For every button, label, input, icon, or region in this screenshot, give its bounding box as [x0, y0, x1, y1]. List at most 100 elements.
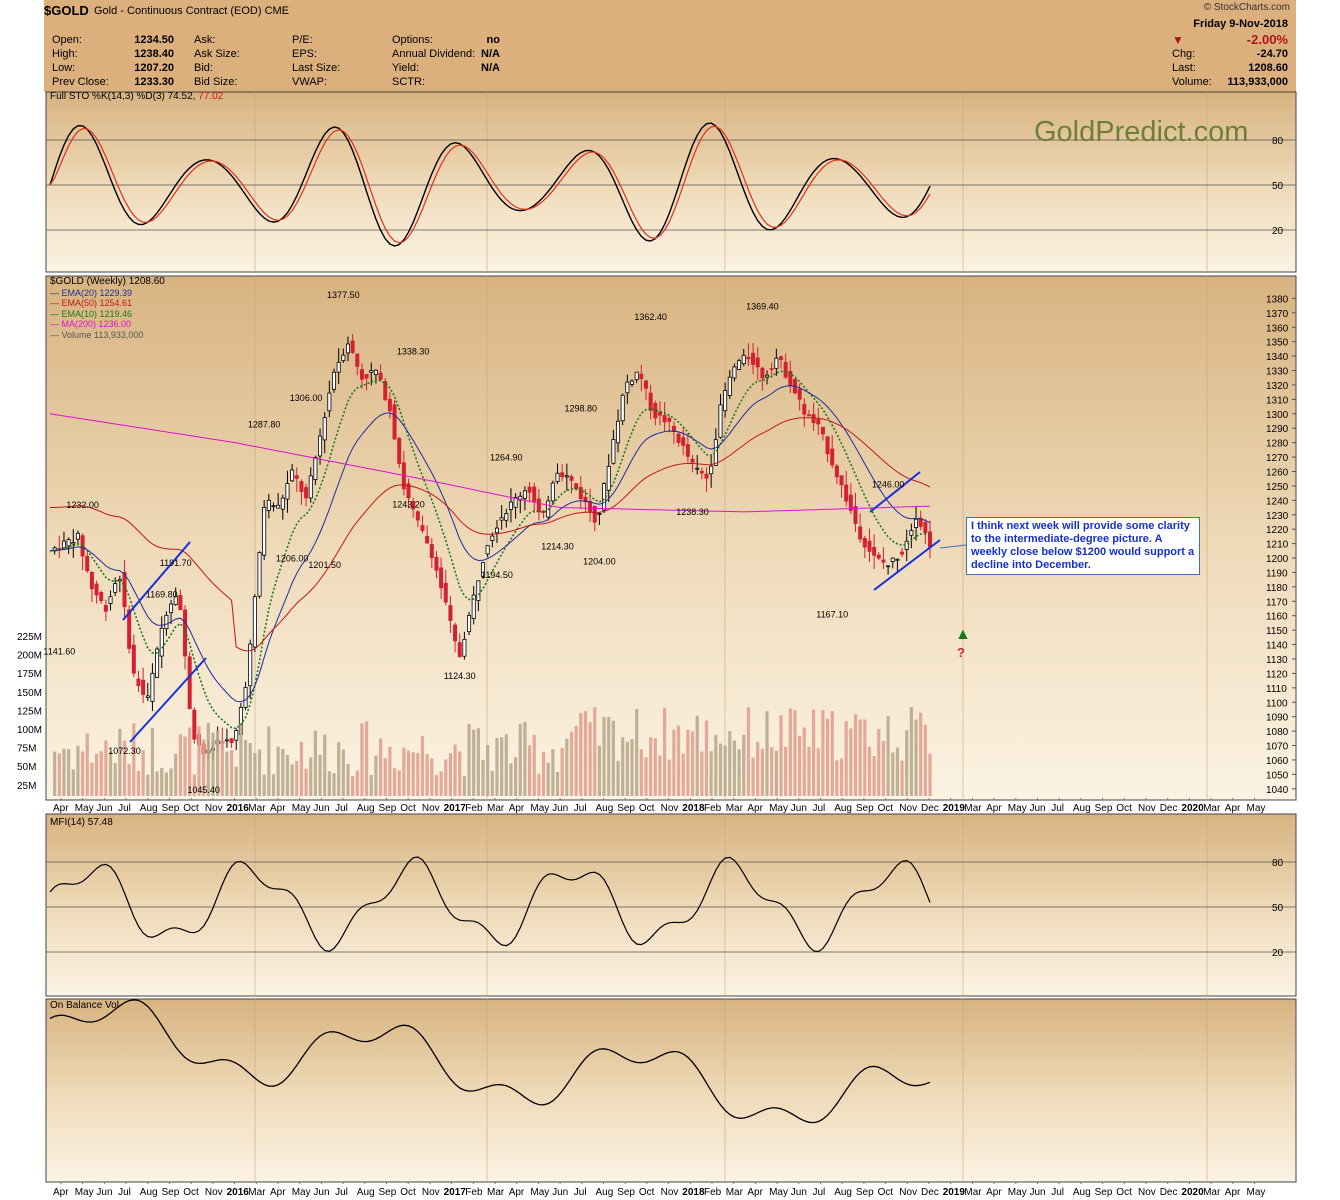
x-tick-label: Nov [205, 1187, 223, 1198]
peak-label: 1167.10 [816, 609, 848, 619]
trend-line [869, 471, 921, 513]
candle-body [765, 374, 770, 378]
volume-bar [602, 717, 606, 796]
x-tick-label: Oct [400, 803, 416, 814]
x-tick-label: Apr [1225, 1187, 1241, 1198]
peak-label: 1238.30 [676, 507, 709, 517]
volume-bar [700, 751, 704, 796]
volume-bar [541, 751, 546, 796]
price-tick-label: 1180 [1266, 583, 1288, 594]
price-tick-label: 1300 [1266, 410, 1289, 421]
volume-bar [132, 723, 136, 796]
value-yield: N/A [481, 62, 500, 74]
x-tick-label: Aug [357, 803, 375, 814]
volume-bar [155, 771, 159, 796]
candle-body [308, 475, 313, 499]
x-tick-label: Nov [899, 1187, 917, 1198]
volume-bar [886, 716, 890, 796]
candle-body [490, 535, 495, 541]
volume-bar [895, 747, 900, 796]
volume-bar [672, 729, 676, 796]
candle-body [848, 494, 853, 511]
candle-body [345, 343, 350, 354]
volume-bar [532, 734, 536, 796]
volume-bar [839, 758, 844, 796]
annotation-callout: I think next week will provide some clar… [966, 517, 1200, 575]
volume-bar [639, 749, 643, 796]
volume-bar [360, 723, 364, 796]
candle-body [834, 465, 839, 478]
x-tick-label: Mar [248, 1187, 266, 1198]
volume-bar [458, 751, 462, 796]
candle-body [755, 357, 760, 368]
volume-tick-label: 50M [17, 762, 36, 773]
candle-body [583, 496, 588, 503]
legend-item: — EMA(10) 1219.46 [50, 308, 133, 319]
volume-bar [332, 773, 336, 796]
x-tick-label: Apr [986, 1187, 1002, 1198]
peak-label: 1264.90 [490, 452, 523, 462]
peak-label: 1377.50 [327, 290, 360, 300]
volume-bar [67, 749, 71, 796]
price-tick-label: 1330 [1266, 367, 1289, 378]
volume-bar [178, 734, 182, 796]
volume-bar [99, 751, 103, 796]
x-tick-label: Oct [639, 1187, 655, 1198]
volume-bar [211, 732, 215, 796]
candle-body [113, 583, 118, 593]
candle-body [914, 518, 919, 528]
candle-body [439, 567, 444, 589]
candle-body [271, 505, 276, 508]
candle-body [639, 373, 644, 380]
candle-body [699, 470, 704, 474]
x-tick-label: Jun [1030, 803, 1046, 814]
volume-bar [248, 743, 252, 796]
candle-body [643, 380, 648, 389]
x-tick-label: Jul [1051, 803, 1064, 814]
price-tick-label: 1110 [1266, 684, 1287, 695]
sto-d-line [49, 125, 931, 244]
candle-body [737, 360, 742, 370]
volume-bar [588, 722, 592, 796]
volume-bar [113, 762, 117, 796]
candle-body [453, 624, 458, 642]
volume-bar [500, 737, 504, 796]
candle-body [313, 457, 318, 480]
candle-body [522, 490, 527, 499]
volume-bar [444, 759, 448, 796]
x-tick-label: Apr [747, 803, 763, 814]
price-tick-label: 1090 [1266, 713, 1289, 724]
volume-bar [504, 734, 508, 796]
x-tick-label: Sep [617, 803, 635, 814]
peak-label: 1232.00 [66, 500, 99, 510]
label-bidsize: Bid Size: [194, 76, 238, 88]
volume-bar [174, 753, 178, 796]
volume-bar [784, 746, 788, 796]
candle-body [704, 473, 709, 479]
volume-bar [835, 760, 839, 796]
price-tick-label: 1320 [1266, 381, 1289, 392]
volume-bar [611, 720, 615, 796]
price-tick-label: 1370 [1266, 309, 1289, 320]
value-prevclose: 1233.30 [134, 76, 174, 88]
price-tick-label: 1040 [1266, 785, 1289, 796]
candle-body [173, 595, 178, 606]
candle-body [839, 475, 844, 486]
date: Friday 9-Nov-2018 [1193, 18, 1288, 30]
candle-body [560, 472, 565, 478]
candle-body [420, 525, 425, 531]
x-tick-label: Jul [813, 803, 826, 814]
candle-body [350, 340, 355, 353]
candle-body [224, 739, 229, 742]
volume-bar [378, 738, 383, 796]
price-tick-label: 1150 [1266, 626, 1288, 637]
volume-bar [653, 738, 657, 796]
candle-body [732, 366, 737, 379]
price-tick-label: 1280 [1266, 439, 1289, 450]
x-tick-label: Nov [422, 1187, 440, 1198]
sto-label: Full STO %K(14,3) %D(3) 74.52, [50, 91, 196, 102]
x-tick-label: Dec [1160, 803, 1178, 814]
volume-bar [85, 733, 89, 796]
mfi-panel [45, 813, 1297, 997]
